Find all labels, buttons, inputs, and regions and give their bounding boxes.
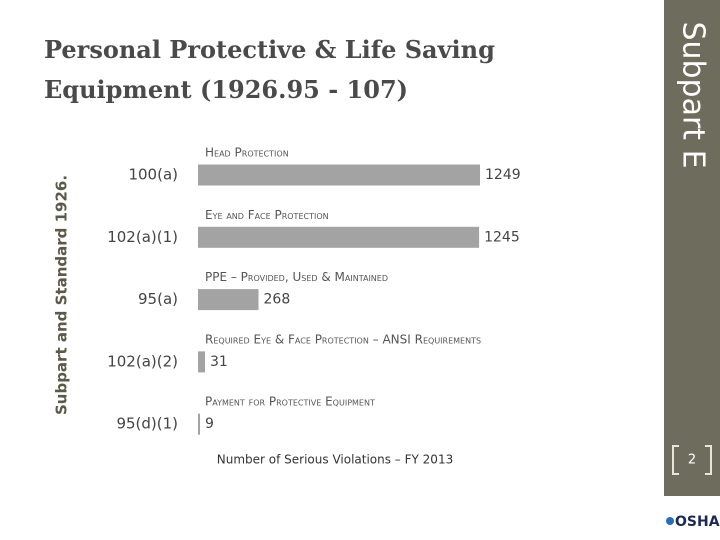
y-axis-label: Subpart and Standard 1926. <box>53 175 71 415</box>
logo-area <box>664 496 720 540</box>
y-tick-label: 95(a) <box>138 290 178 308</box>
logo-mark <box>666 517 674 525</box>
bar <box>198 289 259 311</box>
y-tick-label: 100(a) <box>128 166 178 184</box>
page-bracket <box>672 445 712 475</box>
y-tick-label: 95(d)(1) <box>116 415 178 433</box>
bar <box>198 351 205 373</box>
bar <box>198 164 480 186</box>
page-number: 2 <box>688 453 696 468</box>
value-label: 31 <box>210 354 228 370</box>
logo: OSHA <box>675 514 720 530</box>
description: Payment for Protective Equipment <box>205 395 375 409</box>
bar <box>198 226 480 248</box>
bar <box>198 413 201 435</box>
description: PPE – Provided, Used & Maintained <box>205 270 388 284</box>
y-tick-label: 102(a)(2) <box>107 352 178 370</box>
section-label: Subpart E <box>676 21 711 168</box>
value-label: 9 <box>205 416 214 432</box>
value-label: 1245 <box>484 229 520 245</box>
value-label: 268 <box>264 292 291 308</box>
description: Required Eye & Face Protection – ANSI Re… <box>205 332 481 346</box>
description: Eye and Face Protection <box>205 208 329 222</box>
description: Head Protection <box>205 146 289 160</box>
chart-title: Equipment (1926.95 - 107) <box>44 75 408 104</box>
y-tick-label: 102(a)(1) <box>107 228 178 246</box>
chart-title: Personal Protective & Life Saving <box>44 35 495 64</box>
x-axis-label: Number of Serious Violations – FY 2013 <box>217 453 453 467</box>
value-label: 1249 <box>485 167 521 183</box>
